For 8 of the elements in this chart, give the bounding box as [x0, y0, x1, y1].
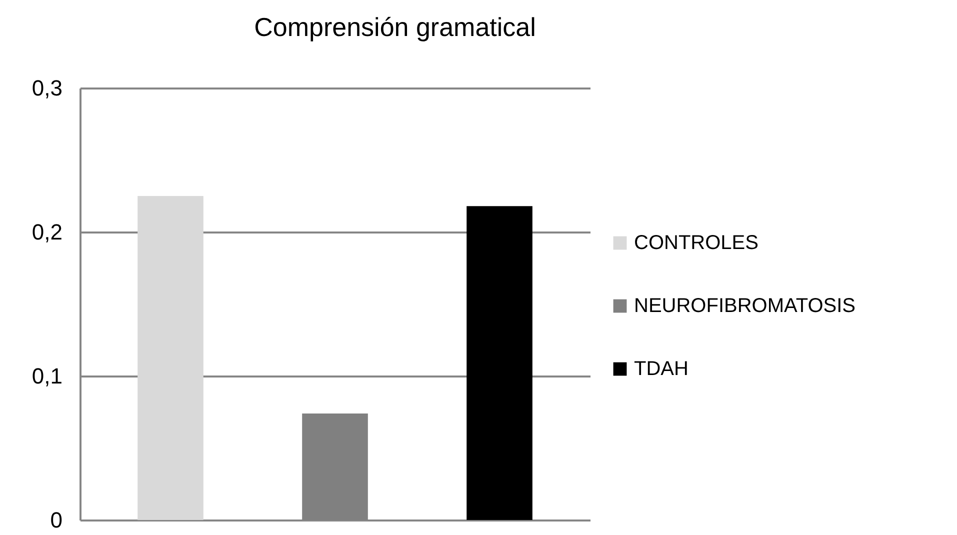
- legend-label: TDAH: [634, 358, 688, 380]
- legend-label: CONTROLES: [634, 232, 758, 254]
- y-tick-label: 0: [50, 508, 62, 532]
- y-tick-label: 0,2: [32, 220, 62, 244]
- y-tick-label: 0,1: [32, 364, 62, 388]
- legend-label: NEUROFIBROMATOSIS: [634, 295, 856, 317]
- y-tick-label: 0,3: [32, 76, 62, 100]
- chart-title: Comprensión gramatical: [254, 12, 536, 42]
